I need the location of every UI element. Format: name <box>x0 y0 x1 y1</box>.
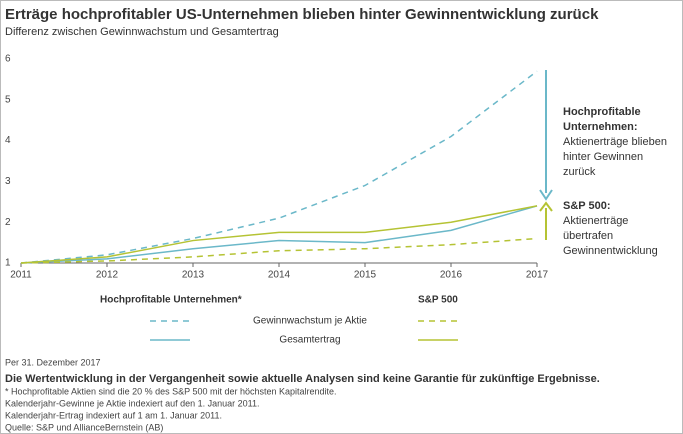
series-line <box>20 237 538 264</box>
annotation-text: Aktienerträge blieben <box>563 136 667 148</box>
legend-group: Hochprofitable Unternehmen* <box>100 295 242 306</box>
annotation-text: hinter Gewinnen <box>563 151 643 163</box>
series-line <box>20 70 538 264</box>
disclaimer: Die Wertentwicklung in der Vergangenheit… <box>5 373 600 385</box>
x-tick-label: 2011 <box>10 270 32 281</box>
arrow-head <box>539 189 553 201</box>
series-line <box>20 205 538 264</box>
x-tick-label: 2015 <box>354 270 377 281</box>
annotation-title: S&P 500: <box>563 200 611 212</box>
footnote: Kalenderjahr-Gewinne je Aktie indexiert … <box>5 398 260 408</box>
y-tick-label: 3 <box>5 176 11 187</box>
annotation-title: Unternehmen: <box>563 121 638 133</box>
series-line <box>20 205 538 264</box>
annotation-text: Aktienerträge <box>563 215 628 227</box>
footer-date: Per 31. Dezember 2017 <box>5 357 101 367</box>
footnote: * Hochprofitable Aktien sind die 20 % de… <box>5 386 337 396</box>
footnote: Quelle: S&P und AllianceBernstein (AB) <box>5 422 163 432</box>
legend-group: S&P 500 <box>418 295 458 306</box>
legend-label: Gesamtertrag <box>279 335 340 346</box>
legend-label: Gewinnwachstum je Aktie <box>253 316 367 327</box>
annotation-text: übertrafen <box>563 230 613 242</box>
y-tick-label: 4 <box>5 135 11 146</box>
chart-subtitle: Differenz zwischen Gewinnwachstum und Ge… <box>5 26 279 38</box>
y-tick-label: 6 <box>5 54 11 65</box>
x-tick-label: 2017 <box>526 270 549 281</box>
arrow-head <box>539 201 553 212</box>
x-tick-label: 2012 <box>96 270 119 281</box>
y-tick-label: 2 <box>5 217 11 228</box>
y-tick-label: 1 <box>5 258 11 269</box>
chart-title: Erträge hochprofitabler US-Unternehmen b… <box>5 6 599 23</box>
footnote: Kalenderjahr-Ertrag indexiert auf 1 am 1… <box>5 410 222 420</box>
arrows <box>539 70 553 240</box>
annotation-text: Gewinnentwicklung <box>563 245 658 257</box>
annotation-title: Hochprofitable <box>563 106 641 118</box>
annotation-text: zurück <box>563 166 596 178</box>
x-tick-label: 2013 <box>182 270 205 281</box>
x-tick-label: 2014 <box>268 270 291 281</box>
x-tick-label: 2016 <box>440 270 463 281</box>
y-tick-label: 5 <box>5 94 11 105</box>
